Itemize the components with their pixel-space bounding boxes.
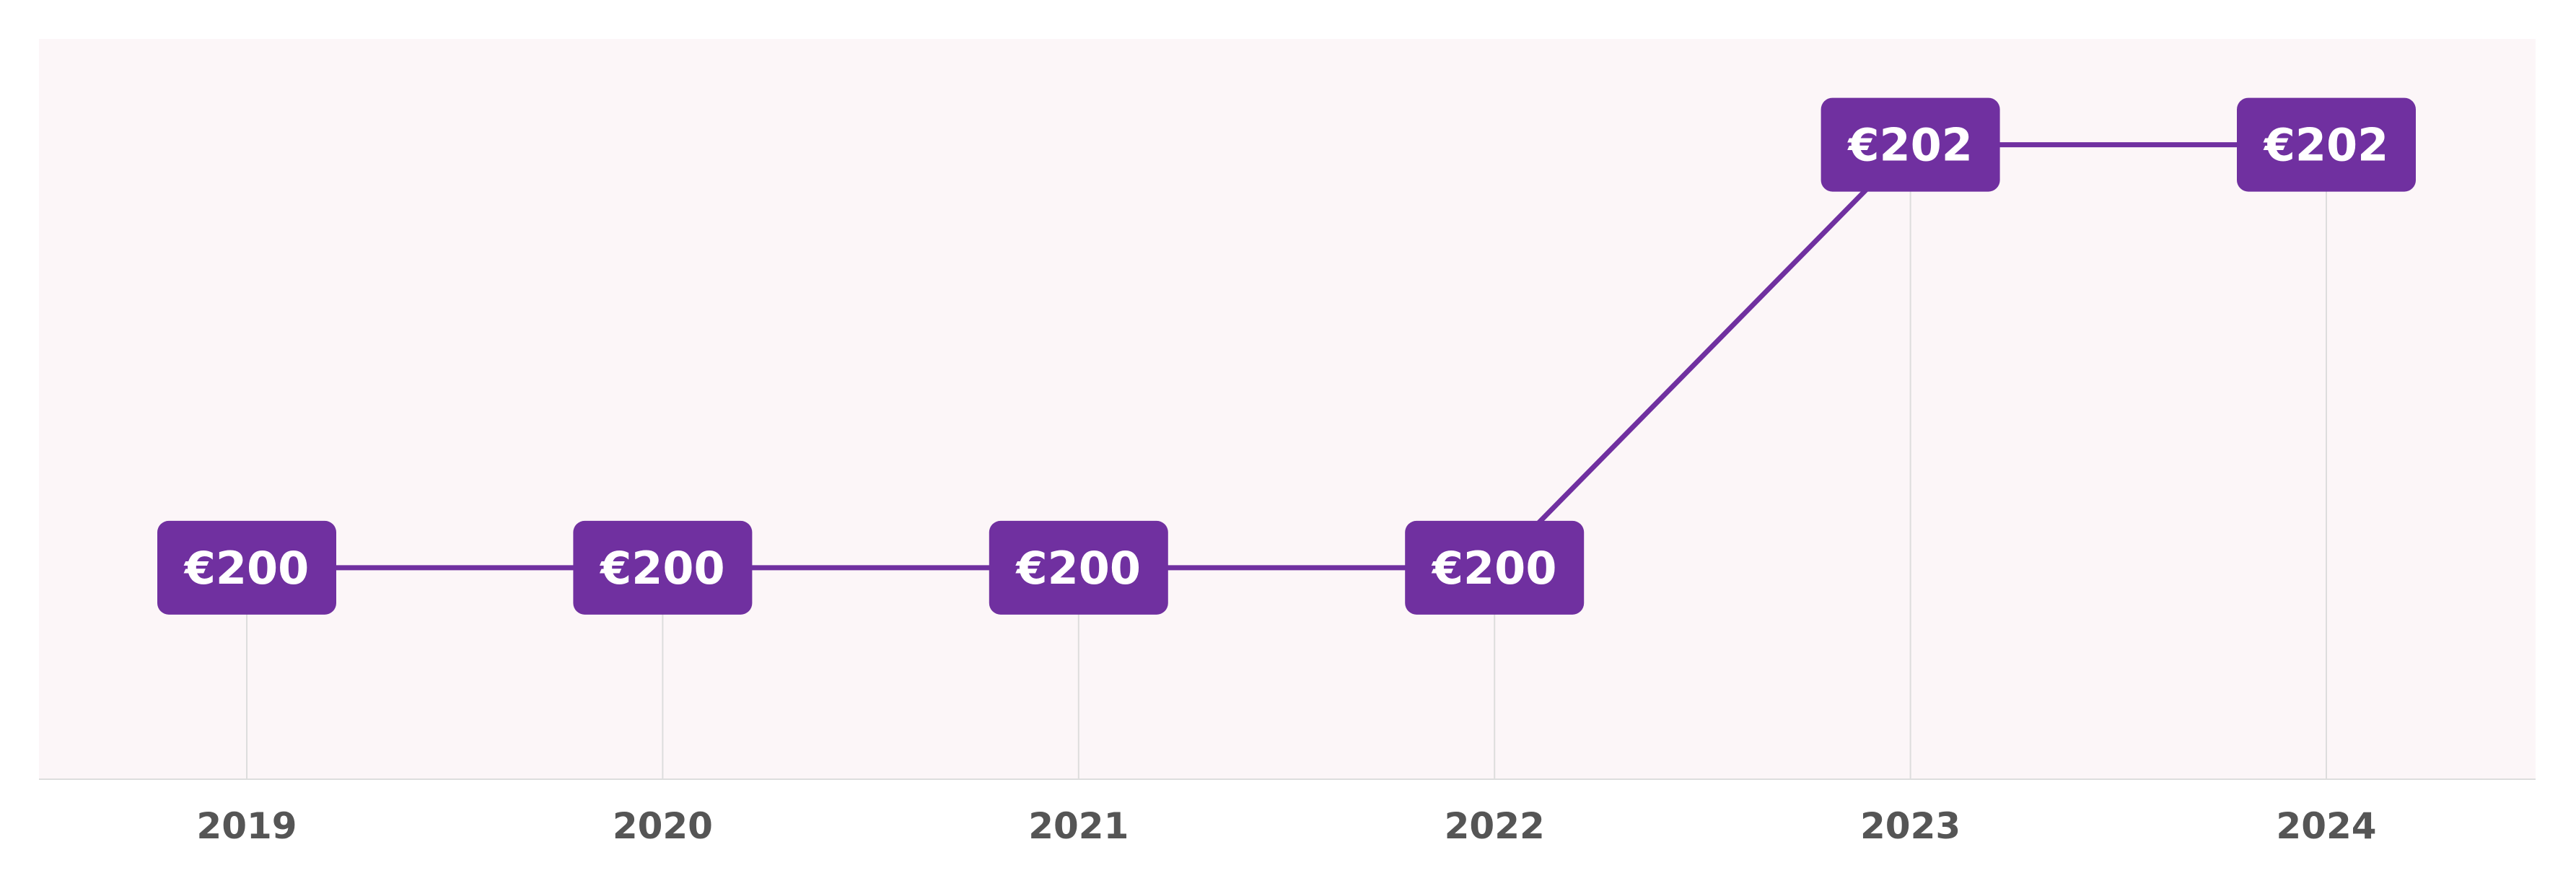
data-label-2020: €200: [573, 520, 753, 615]
x-tick-label-2024: 2024: [2276, 805, 2376, 847]
data-label-text: €200: [1431, 542, 1557, 595]
x-tick-label-2022: 2022: [1445, 805, 1545, 847]
data-label-text: €200: [183, 542, 310, 595]
data-label-2022: €200: [1405, 520, 1585, 615]
data-label-box: [2237, 97, 2416, 192]
data-label-box: [157, 520, 336, 615]
data-label-text: €200: [1015, 542, 1142, 595]
data-labels: €200 €200 €200 €200 €202 €202: [157, 97, 2416, 615]
x-tick-label-2019: 2019: [196, 805, 297, 847]
x-tick-label-2023: 2023: [1860, 805, 1961, 847]
data-label-box: [989, 520, 1168, 615]
data-label-2023: €202: [1821, 97, 2000, 192]
x-tick-labels: 2019 2020 2021 2022 2023 2024: [196, 805, 2376, 847]
data-label-box: [573, 520, 753, 615]
x-tick-label-2021: 2021: [1028, 805, 1129, 847]
data-label-text: €200: [599, 542, 725, 595]
data-label-box: [1821, 97, 2000, 192]
x-tick-label-2020: 2020: [613, 805, 713, 847]
data-label-text: €202: [2263, 119, 2389, 172]
plot-area: [39, 39, 2536, 779]
data-label-2024: €202: [2237, 97, 2416, 192]
data-label-box: [1405, 520, 1585, 615]
data-label-2019: €200: [157, 520, 336, 615]
data-label-text: €202: [1846, 119, 1973, 172]
data-label-2021: €200: [989, 520, 1168, 615]
